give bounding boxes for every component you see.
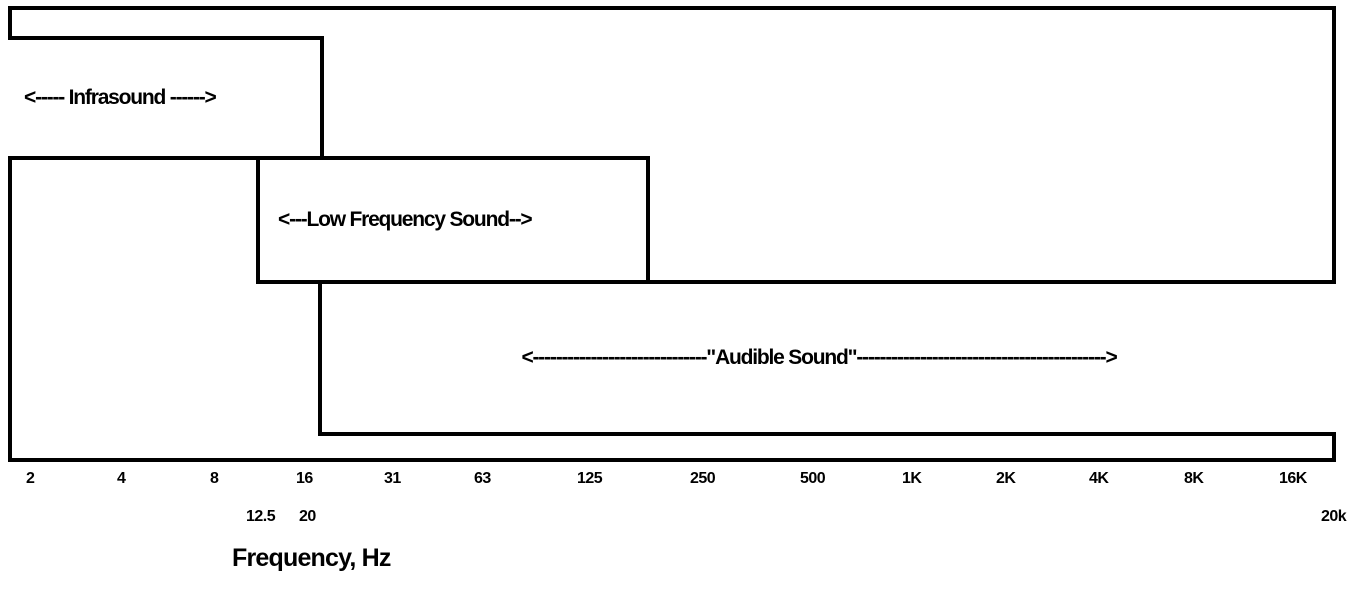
tick-label: 8 <box>210 470 219 487</box>
infrasound-label: <----- Infrasound ------> <box>24 86 217 109</box>
tick-label: 8K <box>1184 470 1204 487</box>
secondary-tick-label: 12.5 <box>246 508 276 525</box>
audible-label: <------------------------------"Audible … <box>521 346 1117 369</box>
secondary-tick-label: 20 <box>299 508 316 525</box>
tick-label: 4K <box>1089 470 1109 487</box>
tick-label: 16 <box>296 470 313 487</box>
tick-label: 2 <box>26 470 35 487</box>
diagram-frame <box>8 6 1336 462</box>
low-frequency-band: <---Low Frequency Sound--> <box>256 156 650 284</box>
tick-label: 31 <box>384 470 401 487</box>
tick-label: 2K <box>996 470 1016 487</box>
audible-band: <------------------------------"Audible … <box>318 280 1336 436</box>
axis-baseline <box>8 458 1336 462</box>
secondary-tick-label: 20k <box>1321 508 1347 525</box>
tick-label: 63 <box>474 470 491 487</box>
tick-label: 1K <box>902 470 922 487</box>
tick-label: 500 <box>800 470 826 487</box>
axis-title: Frequency, Hz <box>232 544 391 572</box>
low-frequency-label: <---Low Frequency Sound--> <box>278 208 533 231</box>
tick-label: 16K <box>1279 470 1307 487</box>
tick-label: 250 <box>690 470 716 487</box>
tick-label: 125 <box>577 470 603 487</box>
tick-label: 4 <box>117 470 126 487</box>
infrasound-band: <----- Infrasound ------> <box>8 36 324 160</box>
